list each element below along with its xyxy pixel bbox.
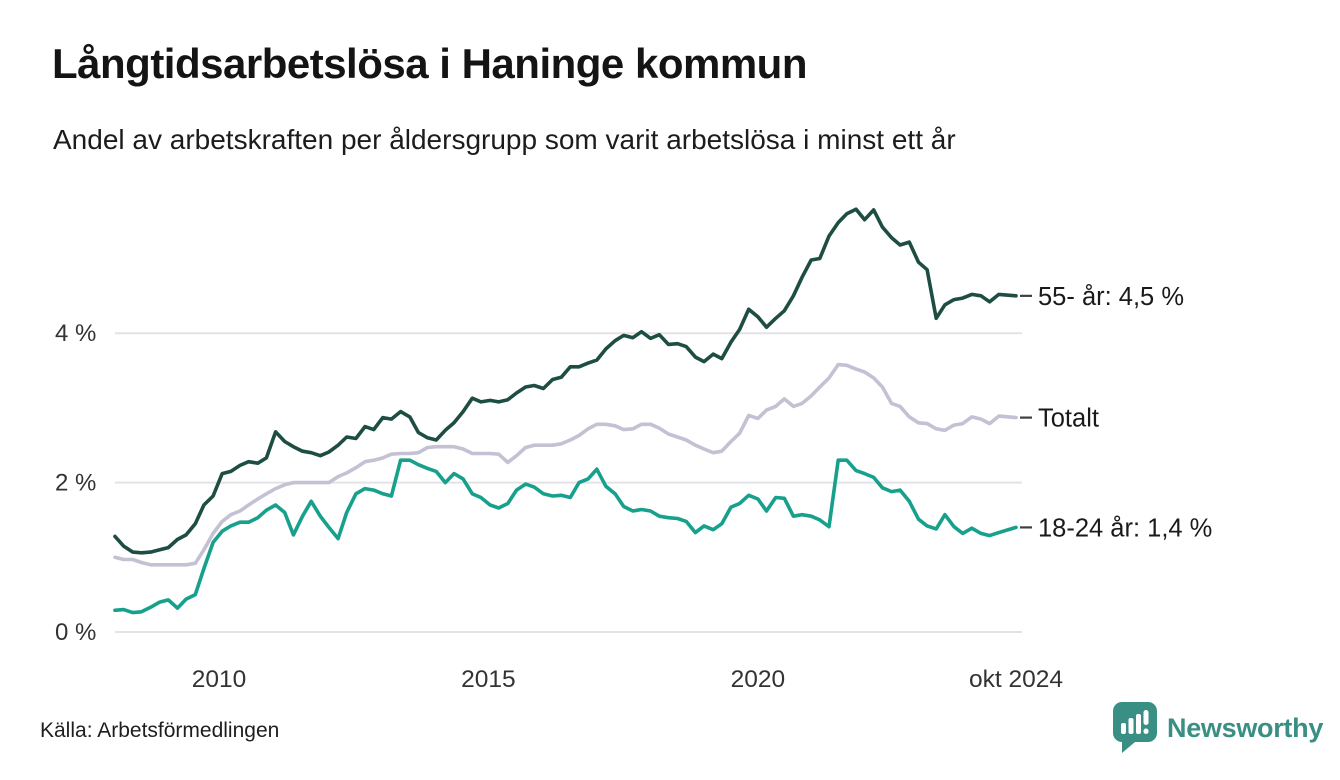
series-line-totalt [113,362,1018,567]
series-line-age-18-24 [113,458,1018,615]
y-tick-label: 4 % [55,320,96,347]
series-line-age-55-plus [113,207,1018,555]
source-note: Källa: Arbetsförmedlingen [40,719,280,742]
chart-subtitle: Andel av arbetskraften per åldersgrupp s… [53,124,956,155]
series-annotation-age-18-24: 18-24 år: 1,4 % [1038,514,1212,542]
newsworthy-logo[interactable]: Newsworthy [1112,702,1323,754]
x-tick-label: okt 2024 [969,666,1063,693]
x-tick-label: 2010 [192,666,247,693]
y-tick-label: 0 % [55,619,96,646]
newsworthy-wordmark: Newsworthy [1167,712,1324,743]
x-tick-label: 2020 [731,666,786,693]
y-tick-label: 2 % [55,470,96,497]
newsworthy-logo-icon [1112,702,1158,754]
series-annotation-age-55-plus: 55- år: 4,5 % [1038,283,1184,311]
series-annotation-totalt: Totalt [1038,405,1099,433]
x-tick-label: 2015 [461,666,516,693]
page-title: Långtidsarbetslösa i Haninge kommun [52,40,807,87]
